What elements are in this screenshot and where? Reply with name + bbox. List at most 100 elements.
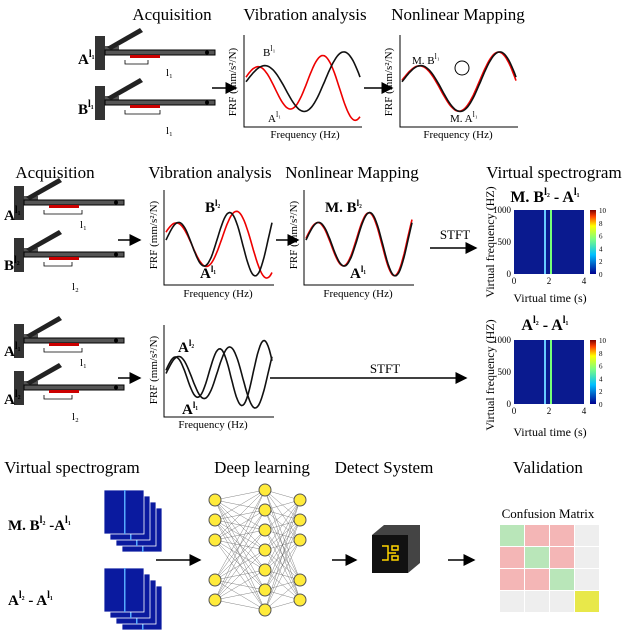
colorbar-tick-label: 0 [599,401,603,409]
title: Deep learning [214,458,310,477]
sensor [49,390,79,393]
curve-label: Al₁ [182,400,198,418]
colorbar-tick-label: 10 [599,337,607,345]
frf-curve [246,52,360,112]
neuron [294,534,306,546]
neuron [259,584,271,596]
neuron [209,494,221,506]
connection [215,490,265,540]
y-label: Virtual frequency (HZ) [483,186,497,297]
x-label: Frequency (Hz) [423,129,493,141]
title: Acquisition [15,163,95,182]
clamp [95,86,105,120]
length-bracket [44,348,82,352]
beam [24,338,124,343]
hammer [107,78,143,100]
curve-label: M. Al₁ [450,110,478,125]
x-label: Virtual time (s) [513,291,586,305]
connection [215,510,265,540]
connection [215,490,265,520]
length-bracket [125,60,148,64]
title: Validation [513,458,583,477]
spectrogram-band [544,340,546,404]
sensor [49,205,79,208]
connection [215,550,265,600]
input-label: Al₂ - Al₁ [8,590,53,609]
x-tick-label: 0 [512,276,517,286]
connection [215,490,265,580]
colorbar-tick-label: 6 [599,233,603,241]
connection [215,590,265,600]
spectrogram [514,340,584,404]
bolt [114,339,118,343]
hammer [26,363,62,385]
figure: 050010000240246810050010000240246810 Acq… [0,0,628,635]
x-label: Frequency (Hz) [183,288,253,300]
x-tick-label: 2 [547,276,552,286]
colorbar-tick-label: 4 [599,245,603,253]
beam [24,385,124,390]
title: Detect System [335,458,434,477]
connection [215,570,265,600]
hammer [107,28,143,50]
length-label: l₁ [166,125,173,137]
matrix-cell [575,591,599,612]
colorbar-tick-label: 8 [599,220,603,228]
neuron [259,484,271,496]
neuron [259,504,271,516]
connection [265,580,300,610]
colorbar-tick-label: 8 [599,350,603,358]
title: Nonlinear Mapping [391,5,525,24]
connection [215,600,265,610]
sensor [130,105,160,108]
spectrogram-title: Al₂ - Al₁ [521,315,568,334]
length-bracket [44,395,72,399]
x-label: Frequency (Hz) [178,419,248,431]
connection [265,500,300,530]
beam [105,100,215,105]
neuron [209,574,221,586]
x-tick-label: 4 [582,276,587,286]
curve-label: M. Bl₂ [325,198,362,216]
connection [215,490,265,600]
connection [215,530,265,600]
x-tick-label: 4 [582,406,587,416]
length-label: l₁ [166,67,173,79]
matrix-cell [575,547,599,568]
axes [244,35,362,127]
y-tick-label: 0 [507,269,512,279]
bolt [114,201,118,205]
colorbar [590,210,596,274]
matrix-cell [550,547,574,568]
spectrogram-band [124,490,126,534]
colorbar-tick-label: 2 [599,258,603,266]
matrix-cell [500,591,524,612]
connection [215,490,265,500]
spectrogram-band [550,340,552,404]
neuron [294,574,306,586]
beam [24,252,124,257]
connection [215,510,265,600]
curve-label: Bl₁ [263,44,276,59]
sensor [130,55,160,58]
matrix-cell [575,525,599,546]
length-label: l₁ [80,357,87,369]
matrix-cell [525,525,549,546]
matrix-cell [525,591,549,612]
colorbar-tick-label: 6 [599,363,603,371]
curve-label: Al₂ [178,338,194,356]
neuron [209,514,221,526]
bolt [114,253,118,257]
matrix-cell [500,569,524,590]
y-label: FRF (mm/s²/N) [148,335,160,404]
length-bracket [44,210,82,214]
transform-label: STFT [440,227,470,242]
length-label: l₂ [72,281,79,293]
neuron [294,514,306,526]
sample-label: Al₁ [4,205,21,224]
transform-label: STFT [370,361,400,376]
title: Acquisition [132,5,212,24]
x-label: Frequency (Hz) [270,129,340,141]
curve-label: M. Bl₁ [412,52,440,67]
title: Virtual spectrogram [486,163,621,182]
